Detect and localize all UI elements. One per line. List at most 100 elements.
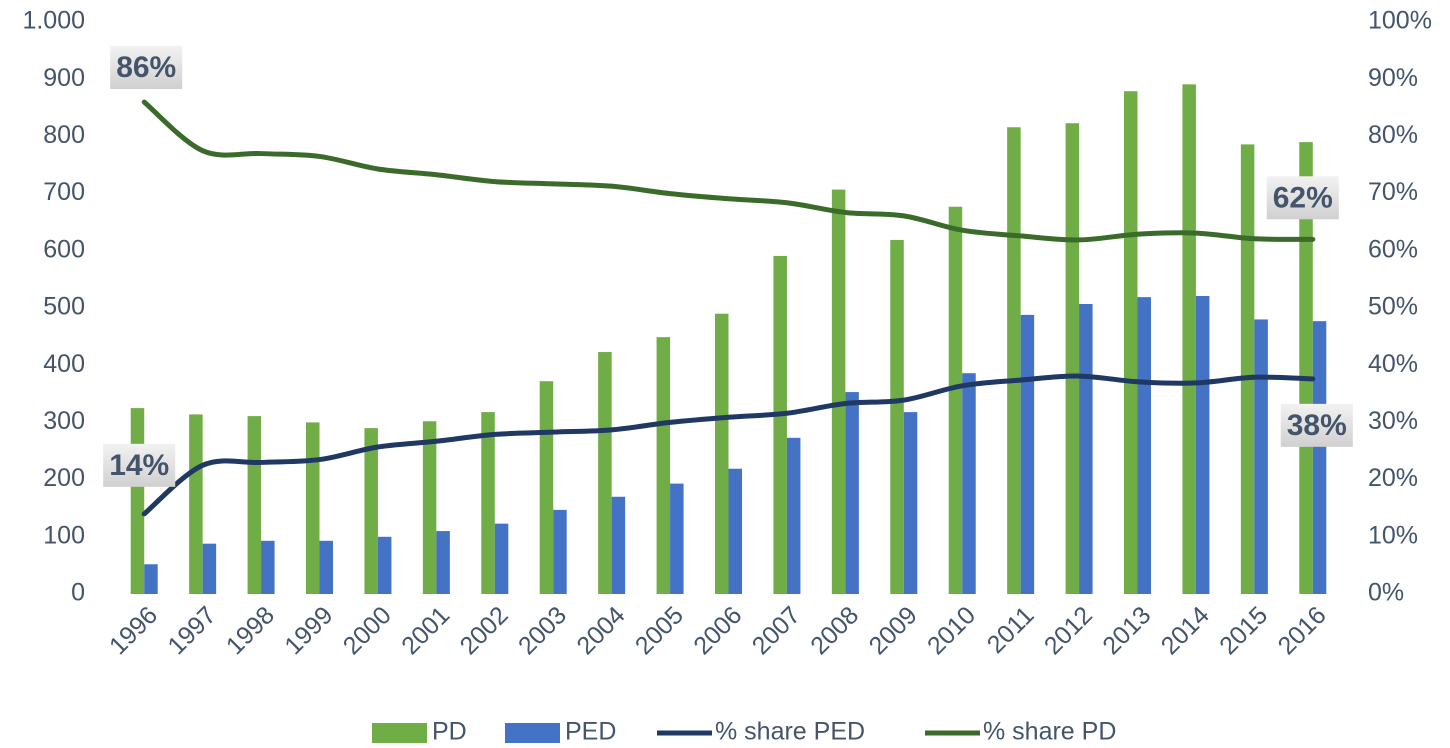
bar <box>1182 84 1196 595</box>
legend-swatch <box>372 723 427 743</box>
bar <box>656 337 671 594</box>
data-label: 62% <box>1266 176 1339 220</box>
x-tick-label: 2001 <box>396 601 455 660</box>
bar <box>202 543 217 594</box>
bar <box>1079 303 1093 594</box>
y2-tick-label: 60% <box>1368 235 1418 263</box>
data-label-box <box>110 46 183 90</box>
bar <box>1254 319 1268 594</box>
bar <box>144 564 158 594</box>
x-tick-label: 1997 <box>162 601 221 660</box>
legend-label: % share PED <box>715 718 865 746</box>
x-tick-label: 2003 <box>513 601 572 660</box>
bar <box>553 509 567 594</box>
y2-tick-label: 100% <box>1368 7 1432 35</box>
bar <box>319 540 333 594</box>
x-tick-label: 2016 <box>1273 601 1332 660</box>
y-tick-label: 500 <box>43 293 85 321</box>
bar <box>306 422 320 594</box>
data-label: 14% <box>103 443 176 487</box>
bar <box>436 531 450 594</box>
x-tick-label: 2010 <box>922 601 981 660</box>
data-label-text: 86% <box>116 51 176 84</box>
y2-tick-label: 70% <box>1368 178 1418 206</box>
bar <box>903 412 918 594</box>
bar <box>1195 295 1210 594</box>
y-tick-label: 400 <box>43 350 85 378</box>
y2-tick-label: 40% <box>1368 350 1418 378</box>
x-tick-label: 2008 <box>805 601 864 660</box>
bar <box>715 313 729 594</box>
data-label-text: 38% <box>1287 409 1347 442</box>
y-tick-label: 900 <box>43 64 85 92</box>
x-tick-label: 2011 <box>982 601 1040 659</box>
bar <box>481 412 495 594</box>
x-tick-label: 2005 <box>630 601 689 660</box>
y2-tick-label: 80% <box>1368 121 1418 149</box>
bar <box>1137 297 1151 594</box>
bar <box>670 483 684 594</box>
bar <box>1299 142 1313 594</box>
bar <box>364 428 378 594</box>
x-tick-label: 2000 <box>338 601 397 660</box>
line <box>141 373 1316 517</box>
x-tick-label: 2006 <box>688 601 747 660</box>
legend-label: PED <box>565 718 616 746</box>
data-label: 86% <box>110 46 183 90</box>
bar <box>728 468 742 594</box>
x-tick-label: 2007 <box>747 601 806 660</box>
data-label-text: 62% <box>1273 181 1333 214</box>
bar <box>1065 123 1080 594</box>
bar <box>422 421 437 594</box>
data-label: 38% <box>1280 403 1353 447</box>
y2-tick-label: 50% <box>1368 293 1418 321</box>
y-tick-label: 100 <box>43 521 85 549</box>
bar <box>539 381 554 594</box>
y-tick-label: 1.000 <box>22 7 85 35</box>
x-tick-label: 2015 <box>1214 601 1273 660</box>
bar <box>890 239 904 594</box>
bar <box>598 352 612 594</box>
y-tick-label: 200 <box>43 464 85 492</box>
x-tick-label: 2012 <box>1039 601 1098 660</box>
data-label-box <box>103 443 176 487</box>
bar <box>845 392 859 594</box>
y-tick-label: 0 <box>71 579 85 607</box>
y2-tick-label: 90% <box>1368 64 1418 92</box>
x-tick-label: 1999 <box>279 601 338 660</box>
bar <box>1007 127 1021 595</box>
bar <box>1020 314 1035 594</box>
bar <box>130 408 145 594</box>
x-tick-label: 2013 <box>1097 601 1156 660</box>
bar <box>494 523 509 594</box>
x-tick-label: 2004 <box>571 601 630 660</box>
bar <box>1312 321 1327 594</box>
line <box>141 99 1316 243</box>
y-tick-label: 700 <box>43 178 85 206</box>
y2-tick-label: 10% <box>1368 521 1418 549</box>
data-label-text: 14% <box>109 449 169 482</box>
bar <box>611 496 626 594</box>
bar <box>948 206 963 595</box>
x-tick-label: 2014 <box>1156 601 1215 660</box>
bar <box>831 189 846 594</box>
bar <box>247 416 262 594</box>
x-tick-label: 2002 <box>455 601 514 660</box>
y2-tick-label: 30% <box>1368 407 1418 435</box>
legend-label: PD <box>432 718 467 746</box>
bar <box>189 414 203 594</box>
y2-tick-label: 20% <box>1368 464 1418 492</box>
bar <box>786 437 801 594</box>
bar <box>377 536 392 594</box>
y-tick-label: 300 <box>43 407 85 435</box>
bar <box>1240 144 1255 594</box>
legend-swatch <box>505 723 560 743</box>
x-tick-label: 2009 <box>864 601 923 660</box>
y-tick-label: 800 <box>43 121 85 149</box>
bar <box>1124 91 1138 594</box>
bar <box>962 373 976 594</box>
data-label-box <box>1266 176 1339 220</box>
bar <box>261 540 275 594</box>
y2-tick-label: 0% <box>1368 579 1404 607</box>
